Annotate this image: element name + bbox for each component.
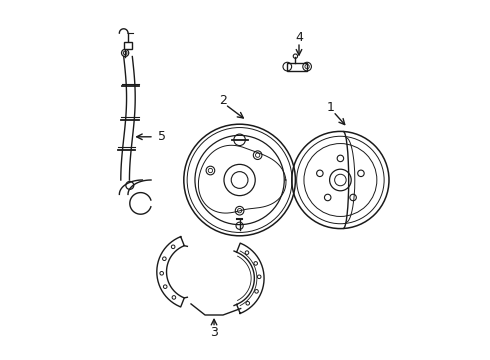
Text: 2: 2 bbox=[219, 94, 226, 107]
Text: 1: 1 bbox=[326, 101, 334, 114]
Text: 3: 3 bbox=[210, 327, 218, 339]
Bar bbox=[287, 63, 307, 71]
Text: 4: 4 bbox=[295, 31, 303, 44]
Bar bbox=[124, 42, 132, 49]
Text: 5: 5 bbox=[157, 130, 166, 143]
